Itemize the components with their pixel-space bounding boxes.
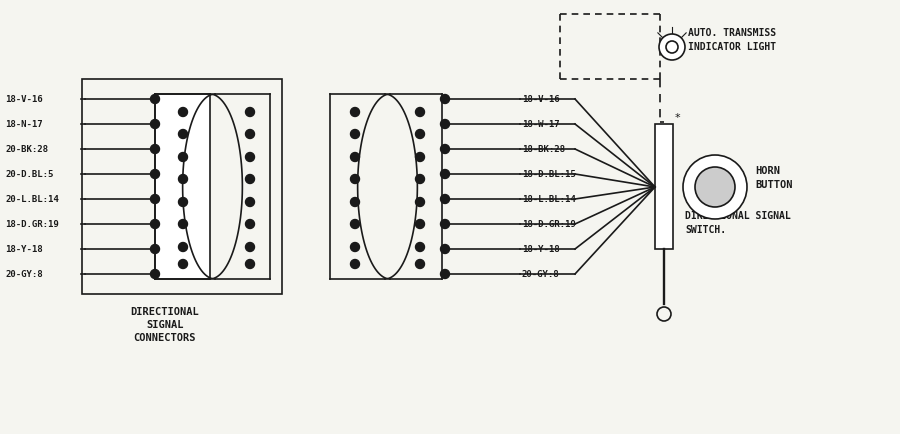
Text: 18-D.GR:19: 18-D.GR:19	[5, 220, 58, 229]
Text: HORN
BUTTON: HORN BUTTON	[755, 166, 793, 189]
Circle shape	[440, 270, 449, 279]
Circle shape	[246, 153, 255, 162]
Text: AUTO. TRANSMISS
INDICATOR LIGHT: AUTO. TRANSMISS INDICATOR LIGHT	[688, 28, 776, 52]
Text: 18-BK:28: 18-BK:28	[522, 145, 565, 154]
Text: 20-D.BL:5: 20-D.BL:5	[5, 170, 53, 179]
Circle shape	[150, 195, 159, 204]
Circle shape	[150, 220, 159, 229]
Circle shape	[440, 220, 449, 229]
Circle shape	[416, 198, 425, 207]
Bar	[155, 95, 210, 279]
Text: DIRECTIONAL
SIGNAL
CONNECTORS: DIRECTIONAL SIGNAL CONNECTORS	[130, 306, 200, 342]
Circle shape	[440, 145, 449, 154]
Circle shape	[440, 245, 449, 254]
Text: 18-D.BL:15: 18-D.BL:15	[522, 170, 576, 179]
Circle shape	[150, 145, 159, 154]
Circle shape	[150, 120, 159, 129]
Circle shape	[440, 95, 449, 104]
Circle shape	[246, 108, 255, 117]
Text: DIRECTIONAL SIGNAL
SWITCH.: DIRECTIONAL SIGNAL SWITCH.	[685, 211, 791, 234]
Text: 18-L.BL:14: 18-L.BL:14	[522, 195, 576, 204]
Text: 20-BK:28: 20-BK:28	[5, 145, 48, 154]
Circle shape	[416, 220, 425, 229]
Circle shape	[350, 153, 359, 162]
Circle shape	[683, 156, 747, 220]
Circle shape	[150, 170, 159, 179]
Bar	[82, 80, 282, 294]
Circle shape	[350, 243, 359, 252]
Circle shape	[350, 175, 359, 184]
Circle shape	[440, 195, 449, 204]
Circle shape	[246, 220, 255, 229]
Circle shape	[178, 243, 187, 252]
Text: 18-N-17: 18-N-17	[5, 120, 42, 129]
Text: 18-D.GR:19: 18-D.GR:19	[522, 220, 576, 229]
Circle shape	[416, 130, 425, 139]
Circle shape	[440, 170, 449, 179]
Circle shape	[416, 153, 425, 162]
Text: *: *	[675, 113, 680, 123]
Text: 18-V-16: 18-V-16	[5, 95, 42, 104]
Circle shape	[350, 260, 359, 269]
Circle shape	[150, 270, 159, 279]
Circle shape	[246, 175, 255, 184]
Text: 20-GY:8: 20-GY:8	[5, 270, 42, 279]
Circle shape	[178, 260, 187, 269]
Text: 18-Y-18: 18-Y-18	[5, 245, 42, 254]
Circle shape	[416, 243, 425, 252]
Bar	[655, 125, 673, 250]
Text: 20-L.BL:14: 20-L.BL:14	[5, 195, 58, 204]
Circle shape	[246, 260, 255, 269]
Circle shape	[416, 260, 425, 269]
Text: 18-W-17: 18-W-17	[522, 120, 560, 129]
Circle shape	[178, 220, 187, 229]
Circle shape	[246, 243, 255, 252]
Circle shape	[178, 175, 187, 184]
Text: 18-V-16: 18-V-16	[522, 95, 560, 104]
Circle shape	[246, 130, 255, 139]
Circle shape	[178, 198, 187, 207]
Circle shape	[350, 220, 359, 229]
Circle shape	[178, 108, 187, 117]
Circle shape	[659, 35, 685, 61]
Circle shape	[350, 198, 359, 207]
Circle shape	[416, 108, 425, 117]
Circle shape	[416, 175, 425, 184]
Circle shape	[350, 108, 359, 117]
Circle shape	[178, 130, 187, 139]
Text: 20-GY:8: 20-GY:8	[522, 270, 560, 279]
Circle shape	[178, 153, 187, 162]
Circle shape	[440, 120, 449, 129]
Circle shape	[150, 245, 159, 254]
Text: 18-Y-18: 18-Y-18	[522, 245, 560, 254]
Circle shape	[695, 168, 735, 207]
Circle shape	[350, 130, 359, 139]
Circle shape	[246, 198, 255, 207]
Circle shape	[150, 95, 159, 104]
